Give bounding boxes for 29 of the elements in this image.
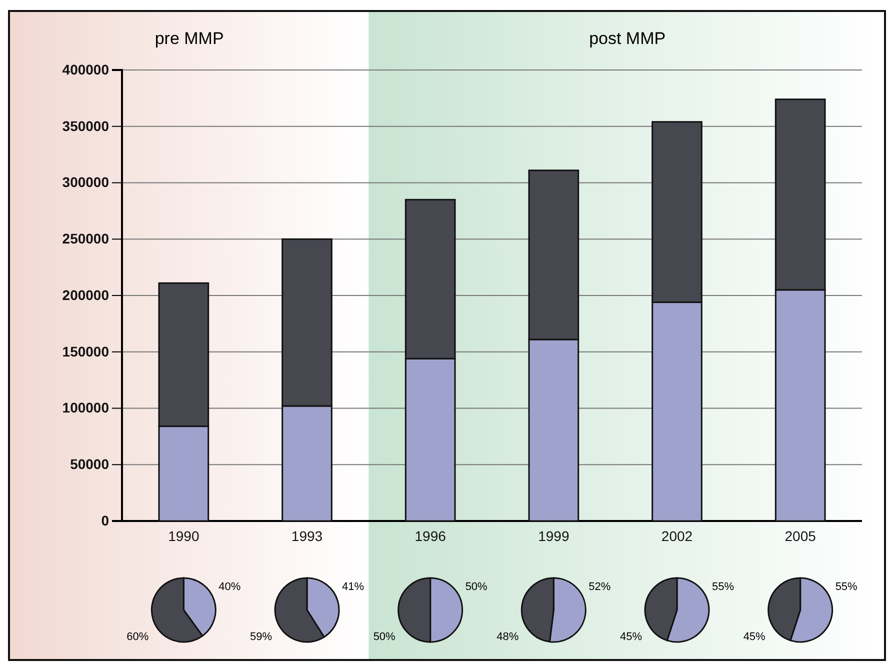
data-label: 59%	[250, 631, 272, 643]
y-tick-label: 100000	[62, 400, 110, 416]
y-tick-label: 300000	[62, 174, 110, 190]
y-tick-label: 50000	[70, 456, 110, 472]
data-label: 55%	[835, 581, 858, 593]
x-tick-label: 1990	[168, 528, 200, 544]
data-label: 52%	[588, 581, 611, 593]
data-label: 45%	[743, 631, 766, 643]
band-label: pre MMP	[154, 29, 224, 48]
data-label: 45%	[620, 631, 642, 643]
y-tick-label: 350000	[62, 118, 110, 134]
y-tick-label: 0	[101, 512, 110, 528]
data-label: 55%	[712, 581, 734, 593]
band-label: post MMP	[589, 29, 666, 48]
data-label: 41%	[342, 581, 364, 593]
data-label: 50%	[373, 631, 396, 643]
y-tick-label: 250000	[62, 230, 110, 247]
data-label: 60%	[126, 631, 149, 643]
x-tick-label: 1999	[538, 528, 570, 544]
data-label: 50%	[465, 581, 488, 593]
data-label: 48%	[496, 631, 519, 643]
x-tick-label: 1993	[291, 528, 323, 544]
y-tick-label: 200000	[62, 286, 110, 303]
x-tick-label: 2002	[661, 528, 693, 544]
x-tick-label: 2005	[784, 528, 816, 544]
data-label: 40%	[218, 581, 241, 593]
y-tick-label: 150000	[62, 343, 110, 360]
x-tick-label: 1996	[414, 528, 446, 544]
y-tick-label: 400000	[62, 61, 110, 78]
